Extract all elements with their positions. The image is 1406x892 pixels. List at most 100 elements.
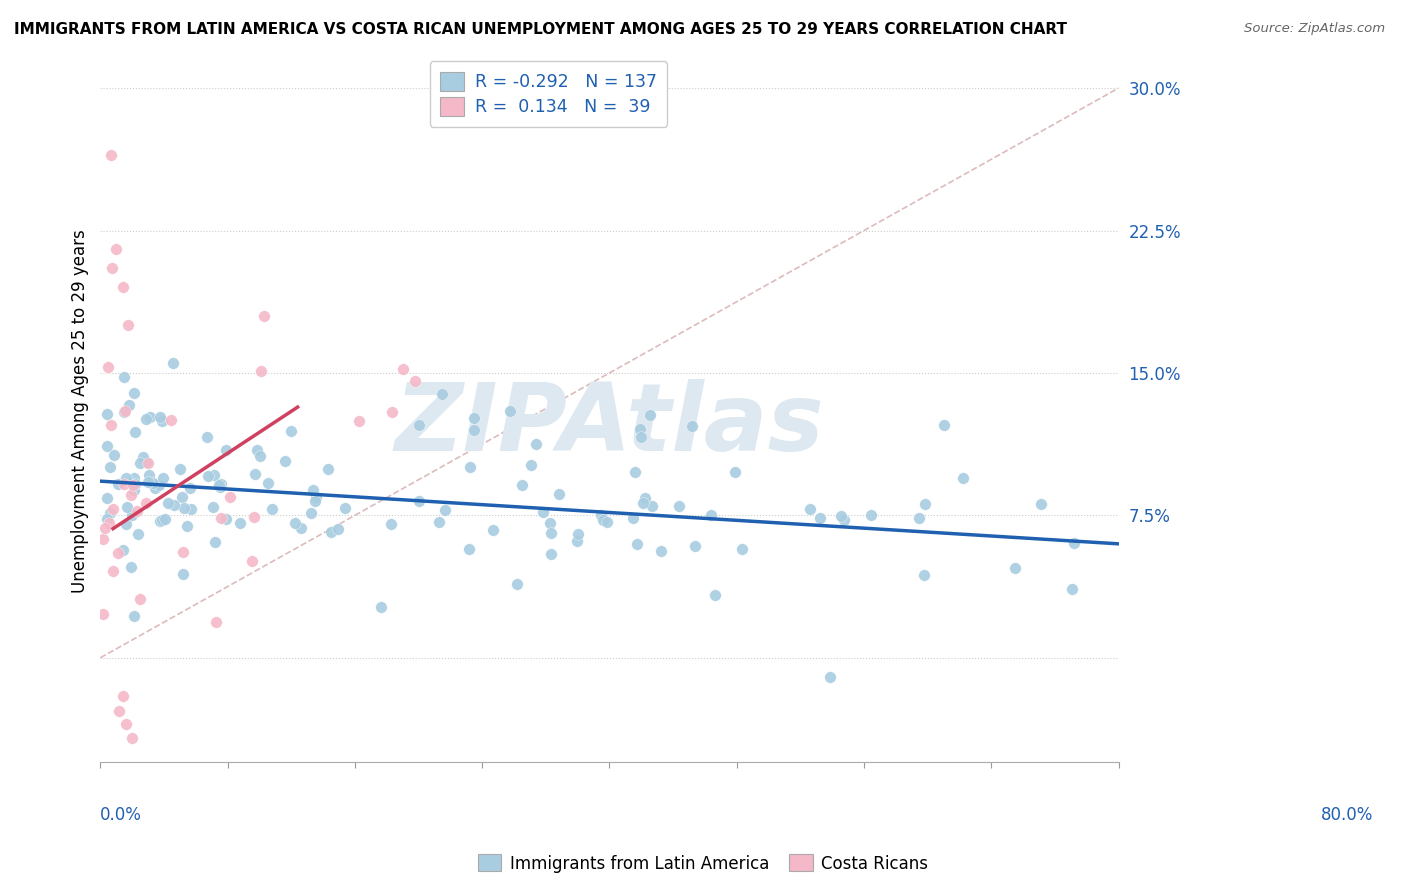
Point bbox=[540, 547, 562, 561]
Point bbox=[129, 456, 152, 470]
Point bbox=[299, 506, 322, 520]
Point bbox=[201, 500, 224, 515]
Point bbox=[408, 494, 430, 508]
Point bbox=[197, 469, 219, 483]
Point bbox=[242, 510, 264, 524]
Point bbox=[195, 430, 218, 444]
Point bbox=[510, 478, 533, 492]
Point bbox=[208, 478, 231, 492]
Point bbox=[107, 477, 129, 491]
Point bbox=[290, 521, 312, 535]
Point bbox=[724, 465, 747, 479]
Legend: Immigrants from Latin America, Costa Ricans: Immigrants from Latin America, Costa Ric… bbox=[471, 847, 935, 880]
Point bbox=[122, 483, 145, 497]
Point bbox=[96, 512, 118, 526]
Point bbox=[114, 476, 136, 491]
Point bbox=[908, 510, 931, 524]
Point bbox=[832, 513, 855, 527]
Point bbox=[153, 512, 176, 526]
Text: Source: ZipAtlas.com: Source: ZipAtlas.com bbox=[1244, 22, 1385, 36]
Point bbox=[859, 508, 882, 522]
Point bbox=[204, 534, 226, 549]
Point bbox=[524, 436, 547, 450]
Point bbox=[176, 519, 198, 533]
Point bbox=[427, 515, 450, 529]
Point bbox=[160, 413, 183, 427]
Point bbox=[124, 477, 146, 491]
Point bbox=[127, 504, 149, 518]
Point bbox=[98, 507, 121, 521]
Point bbox=[103, 448, 125, 462]
Point bbox=[143, 481, 166, 495]
Point bbox=[830, 508, 852, 523]
Point bbox=[818, 670, 841, 684]
Point bbox=[100, 417, 122, 432]
Point bbox=[731, 541, 754, 556]
Point bbox=[304, 494, 326, 508]
Point bbox=[180, 501, 202, 516]
Point bbox=[138, 468, 160, 483]
Point bbox=[136, 475, 159, 490]
Point bbox=[567, 527, 589, 541]
Point bbox=[668, 499, 690, 513]
Point bbox=[215, 443, 238, 458]
Point bbox=[129, 591, 152, 606]
Point bbox=[531, 505, 554, 519]
Point bbox=[93, 521, 115, 535]
Point bbox=[1063, 536, 1085, 550]
Legend: R = -0.292   N = 137, R =  0.134   N =  39: R = -0.292 N = 137, R = 0.134 N = 39 bbox=[430, 62, 668, 127]
Point bbox=[97, 516, 120, 530]
Point bbox=[596, 515, 619, 529]
Point bbox=[112, 689, 135, 703]
Point bbox=[463, 410, 485, 425]
Point bbox=[408, 417, 430, 432]
Point bbox=[280, 424, 302, 438]
Point bbox=[912, 568, 935, 582]
Point bbox=[148, 478, 170, 492]
Point bbox=[1004, 561, 1026, 575]
Point bbox=[169, 462, 191, 476]
Point bbox=[124, 608, 146, 623]
Point bbox=[112, 405, 135, 419]
Point bbox=[229, 516, 252, 530]
Point bbox=[104, 243, 127, 257]
Point bbox=[148, 514, 170, 528]
Point bbox=[118, 398, 141, 412]
Point bbox=[101, 564, 124, 578]
Point bbox=[567, 534, 589, 549]
Point bbox=[681, 419, 703, 434]
Point bbox=[127, 526, 149, 541]
Point bbox=[1060, 582, 1083, 596]
Point bbox=[214, 512, 236, 526]
Point bbox=[634, 491, 657, 505]
Point bbox=[623, 465, 645, 479]
Point bbox=[103, 501, 125, 516]
Point bbox=[142, 475, 165, 490]
Point bbox=[202, 468, 225, 483]
Point bbox=[172, 545, 194, 559]
Point bbox=[262, 502, 284, 516]
Point bbox=[256, 475, 278, 490]
Point bbox=[538, 516, 561, 530]
Point bbox=[326, 522, 349, 536]
Point bbox=[799, 502, 821, 516]
Point bbox=[179, 481, 201, 495]
Point bbox=[108, 704, 131, 718]
Point bbox=[482, 523, 505, 537]
Point bbox=[96, 439, 118, 453]
Point bbox=[120, 559, 142, 574]
Y-axis label: Unemployment Among Ages 25 to 29 years: Unemployment Among Ages 25 to 29 years bbox=[72, 229, 89, 593]
Point bbox=[122, 385, 145, 400]
Point bbox=[630, 422, 652, 436]
Point bbox=[131, 450, 153, 464]
Point bbox=[700, 508, 723, 522]
Point bbox=[112, 369, 135, 384]
Point bbox=[100, 147, 122, 161]
Point bbox=[249, 449, 271, 463]
Point bbox=[335, 501, 357, 516]
Point bbox=[548, 486, 571, 500]
Point bbox=[302, 483, 325, 497]
Point bbox=[152, 471, 174, 485]
Point bbox=[121, 731, 143, 745]
Point bbox=[173, 500, 195, 515]
